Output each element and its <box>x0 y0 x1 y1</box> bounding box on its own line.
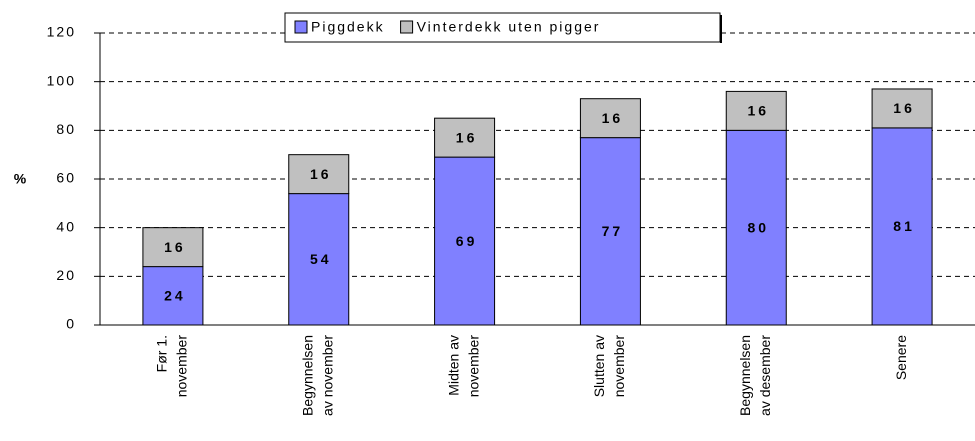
value-label: 81 <box>893 218 915 234</box>
y-tick-label: 80 <box>56 121 76 137</box>
x-tick-label: Før 1. <box>154 335 170 372</box>
y-tick-label: 0 <box>66 316 76 332</box>
y-tick-label: 60 <box>56 170 76 186</box>
x-tick-label: Begynnelsen <box>299 335 315 416</box>
bar-segment <box>871 88 933 129</box>
value-label: 77 <box>602 223 624 239</box>
x-tick-label: Slutten av <box>591 335 607 397</box>
x-tick-label: av november <box>319 335 335 416</box>
value-label: 16 <box>310 166 332 182</box>
legend-label: Piggdekk <box>311 19 385 35</box>
x-tick-label: av desember <box>757 335 773 416</box>
value-label: 16 <box>602 110 624 126</box>
bar-segment <box>288 193 350 326</box>
legend-box <box>284 12 721 43</box>
x-tick-label: november <box>611 335 627 398</box>
value-label: 24 <box>164 288 186 304</box>
y-tick-label: 100 <box>47 72 76 88</box>
x-tick-label: november <box>465 335 481 398</box>
legend: Piggdekk Vinterdekk uten pigger <box>284 12 722 43</box>
value-label: 80 <box>747 219 769 235</box>
x-tick-label: Senere <box>893 335 909 380</box>
y-tick-label: 120 <box>47 24 76 40</box>
value-label: 16 <box>747 103 769 119</box>
value-label: 16 <box>164 239 186 255</box>
bar-segment <box>434 156 496 326</box>
value-label: 16 <box>456 129 478 145</box>
bar-segment <box>288 154 350 195</box>
value-label: 16 <box>893 100 915 116</box>
bar-segment <box>142 227 204 268</box>
x-tick-label: Begynnelsen <box>737 335 753 416</box>
bar-segment <box>579 98 641 139</box>
y-tick-label: 20 <box>56 267 76 283</box>
bar-segment <box>434 117 496 158</box>
bar-segment <box>725 129 787 326</box>
value-label: 69 <box>456 233 478 249</box>
value-label: 54 <box>310 251 332 267</box>
legend-label: Vinterdekk uten pigger <box>417 19 601 35</box>
y-tick-label: 40 <box>56 218 76 234</box>
y-axis-label: % <box>14 171 27 187</box>
legend-swatch <box>294 20 308 34</box>
bar-segment <box>579 137 641 326</box>
x-tick-label: Midten av <box>445 335 461 396</box>
bar-segment <box>142 266 204 326</box>
bar-segment <box>725 90 787 131</box>
x-tick-label: november <box>174 335 190 398</box>
legend-swatch <box>400 20 414 34</box>
